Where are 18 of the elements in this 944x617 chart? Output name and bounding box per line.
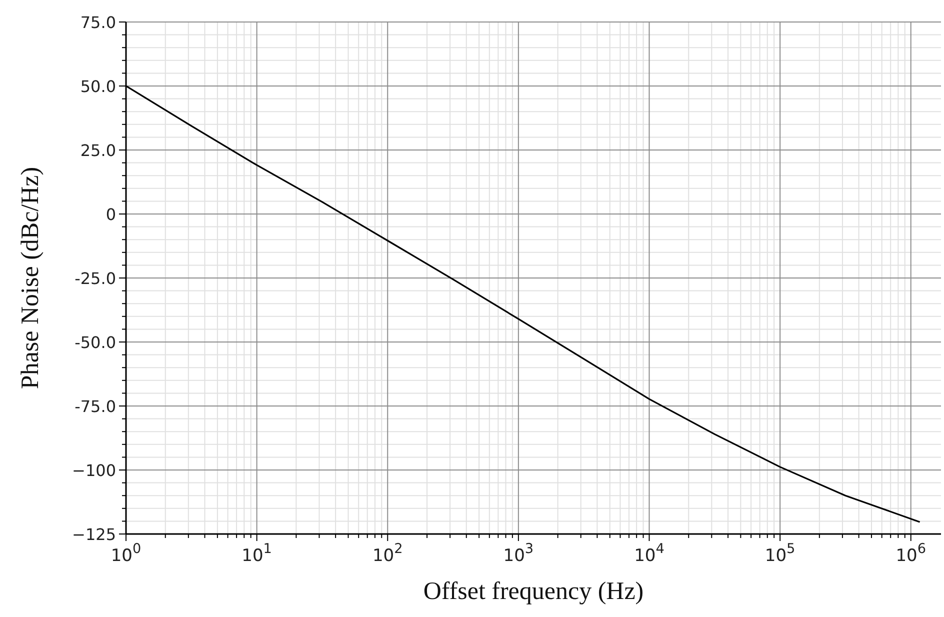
y-tick-label: -50.0: [74, 333, 116, 352]
y-tick-label: −125: [72, 525, 116, 544]
y-tick-label: 0: [106, 205, 116, 224]
x-tick-label: 10$^{0}$: [110, 541, 142, 566]
x-tick-label: 10$^{2}$: [372, 541, 403, 566]
y-tick-label: -75.0: [74, 397, 116, 416]
y-tick-label: −100: [72, 461, 116, 480]
y-axis-title: Phase Noise (dBc/Hz): [17, 166, 44, 390]
y-tick-label: 50.0: [80, 77, 116, 96]
x-tick-label: 10$^{1}$: [242, 541, 272, 566]
x-tick-label: 10$^{4}$: [634, 541, 664, 566]
y-tick-label: 75.0: [80, 13, 116, 32]
y-tick-label: 25.0: [80, 141, 116, 160]
y-tick-label: -25.0: [74, 269, 116, 288]
x-tick-label: 10$^{6}$: [896, 541, 926, 566]
x-axis-title: Offset frequency (Hz): [423, 578, 644, 605]
x-tick-label: 10$^{3}$: [503, 541, 534, 566]
x-tick-label: 10$^{5}$: [764, 541, 796, 566]
